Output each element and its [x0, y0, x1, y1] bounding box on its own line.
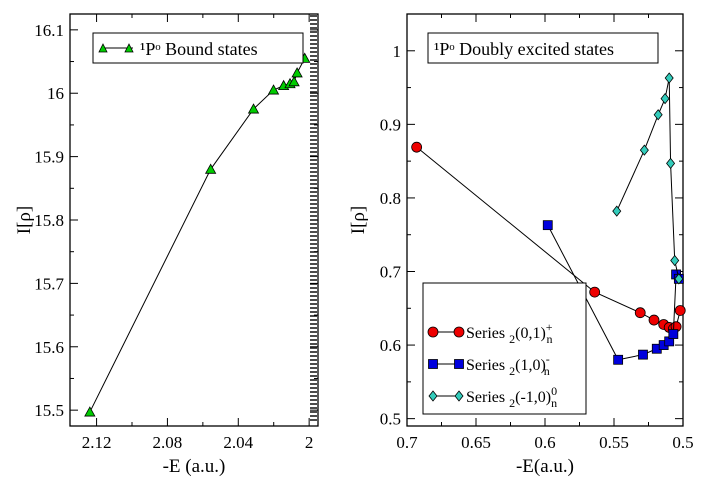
data-point [428, 359, 438, 369]
data-point [267, 84, 280, 95]
legend-label: Series 2(0,1)+ n [466, 320, 553, 346]
y-tick-label: 0.6 [380, 336, 401, 355]
data-point [454, 359, 464, 369]
left-edge-hatch [310, 15, 317, 421]
left-legend: ¹Pᵒ Bound states [92, 32, 304, 64]
data-point [427, 326, 439, 338]
left-legend-label: ¹Pᵒ Bound states [140, 39, 258, 59]
data-point [612, 205, 622, 217]
data-point [634, 307, 646, 319]
y-tick-label: 0.9 [380, 115, 401, 134]
y-tick-label: 15.5 [34, 401, 64, 420]
left-x-axis-label: -E (a.u.) [163, 456, 226, 477]
x-tick-label: 0.7 [396, 433, 418, 452]
x-tick-label: 0.6 [534, 433, 555, 452]
right-x-axis-label: -E(a.u.) [516, 456, 574, 477]
legend-label: Series 2(1,0)-n [466, 352, 550, 378]
y-tick-label: 0.5 [380, 410, 401, 429]
data-point [664, 72, 674, 84]
x-tick-label: 2 [305, 433, 314, 452]
y-tick-label: 0.7 [380, 263, 402, 282]
x-tick-label: 0.65 [461, 433, 491, 452]
data-point [247, 103, 260, 114]
data-point [204, 163, 217, 174]
doubly-excited-panel: 0.7 0.65 0.6 0.55 0.5 0.5 0.6 0.7 0.8 0.9 1 -E(a.u… [348, 13, 694, 477]
x-tick-label: 0.55 [599, 433, 629, 452]
x-tick-label: 0.5 [672, 433, 693, 452]
data-point [291, 67, 303, 78]
right-y-axis-label: I[ρ] [348, 206, 369, 234]
bound-states-panel: 2.12 2.08 2.04 215.515.615.715.815.91616.1 … [14, 13, 319, 477]
data-point [411, 141, 423, 153]
y-tick-label: 15.8 [34, 211, 64, 230]
data-point [542, 220, 553, 231]
data-point [428, 390, 438, 402]
y-tick-label: 0.8 [380, 189, 401, 208]
data-point [666, 157, 676, 169]
y-tick-label: 15.9 [34, 148, 64, 167]
left-y-axis-label: I[ρ] [14, 206, 35, 234]
left-legend-marker [124, 43, 134, 53]
data-point [648, 314, 660, 326]
data-point [653, 109, 663, 121]
y-tick-label: 16 [47, 84, 64, 103]
data-point [660, 92, 670, 105]
y-tick-label: 15.6 [34, 338, 64, 357]
y-tick-label: 1 [393, 42, 402, 61]
data-point [613, 354, 624, 365]
data-point [668, 329, 679, 339]
left-series [84, 52, 311, 417]
data-point [670, 254, 680, 267]
x-tick-label: 2.08 [153, 433, 183, 452]
data-point [638, 349, 648, 360]
right-legend: Series 2(0,1)+ n Series 2(1,0)-n Series 2(-… [422, 282, 587, 415]
y-tick-label: 15.7 [34, 274, 64, 293]
right-ticks: 0.7 0.65 0.6 0.55 0.5 0.5 0.6 0.7 0.8 0.9 1 [380, 14, 694, 452]
data-point [288, 75, 300, 87]
legend-label: Series 2(-1,0)0 n [466, 384, 557, 410]
data-point [454, 390, 464, 402]
left-legend-marker [98, 43, 108, 53]
x-tick-label: 2.04 [223, 433, 253, 452]
x-tick-label: 2.12 [82, 433, 112, 452]
data-point [589, 286, 601, 298]
right-legend-title: ¹Pᵒ Doubly excited states [427, 32, 659, 64]
data-point [453, 326, 465, 338]
left-ticks: 2.12 2.08 2.04 2 15.5 15.6 15.7 15.8 15.9 16 16.1 [34, 14, 318, 452]
data-point [84, 406, 96, 417]
data-point [674, 305, 686, 316]
y-tick-label: 16.1 [34, 21, 64, 40]
right-title-text: ¹Pᵒ Doubly excited states [434, 39, 614, 59]
right-series [411, 72, 686, 365]
series-line [616, 77, 680, 279]
data-point [639, 144, 649, 156]
data-point [674, 273, 684, 285]
right-legend-box [422, 282, 587, 415]
right-title-box [427, 32, 659, 64]
